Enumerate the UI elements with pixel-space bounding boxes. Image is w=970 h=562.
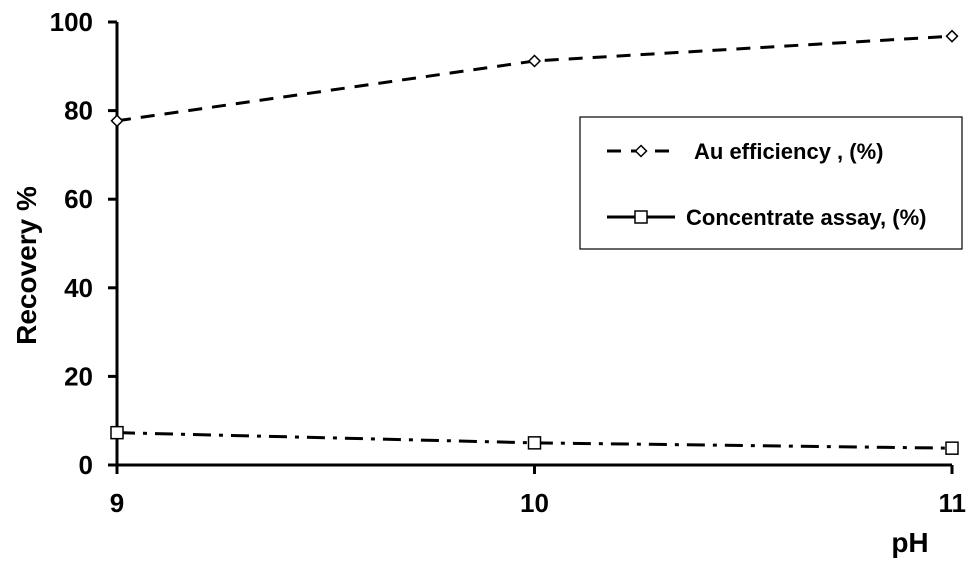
x-tick-label: 10 — [520, 488, 549, 518]
legend-label: Concentrate assay, (%) — [686, 205, 926, 230]
legend-item-au-efficiency: Au efficiency , (%) — [607, 139, 883, 164]
au-efficiency-series — [110, 29, 959, 128]
y-tick-label: 0 — [79, 450, 93, 480]
x-tick-label: 11 — [939, 488, 967, 518]
ticks: 0 20 40 60 80 100 9 10 11 — [50, 7, 966, 518]
y-axis-title: Recovery % — [11, 186, 42, 345]
series — [110, 29, 959, 455]
au-efficiency-marker — [110, 114, 124, 128]
concentrate-assay-marker — [945, 441, 959, 455]
legend-box — [579, 116, 963, 250]
concentrate-assay-marker — [527, 436, 542, 450]
legend-item-concentrate-assay: Concentrate assay, (%) — [607, 205, 926, 230]
legend-items: Au efficiency , (%) Concentrate assay, (%… — [607, 139, 926, 230]
legend: Au efficiency , (%) Concentrate assay, (%… — [579, 116, 963, 250]
au-efficiency-marker — [527, 54, 542, 68]
legend-label: Au efficiency , (%) — [694, 139, 883, 164]
concentrate-assay-series — [110, 425, 959, 455]
legend-concentrate-assay-marker — [634, 210, 648, 224]
y-tick-label: 40 — [64, 273, 93, 303]
concentrate-assay-line — [116, 431, 953, 450]
x-axis-title: pH — [891, 527, 928, 558]
au-efficiency-marker — [945, 29, 959, 43]
x-tick-label: 9 — [110, 488, 124, 518]
legend-au-efficiency-marker — [634, 144, 648, 158]
y-tick-label: 100 — [50, 7, 93, 37]
y-tick-label: 80 — [64, 96, 93, 126]
y-tick-label: 60 — [64, 184, 93, 214]
y-tick-label: 20 — [64, 361, 93, 391]
au-efficiency-line — [116, 34, 953, 123]
concentrate-assay-marker — [110, 425, 124, 440]
